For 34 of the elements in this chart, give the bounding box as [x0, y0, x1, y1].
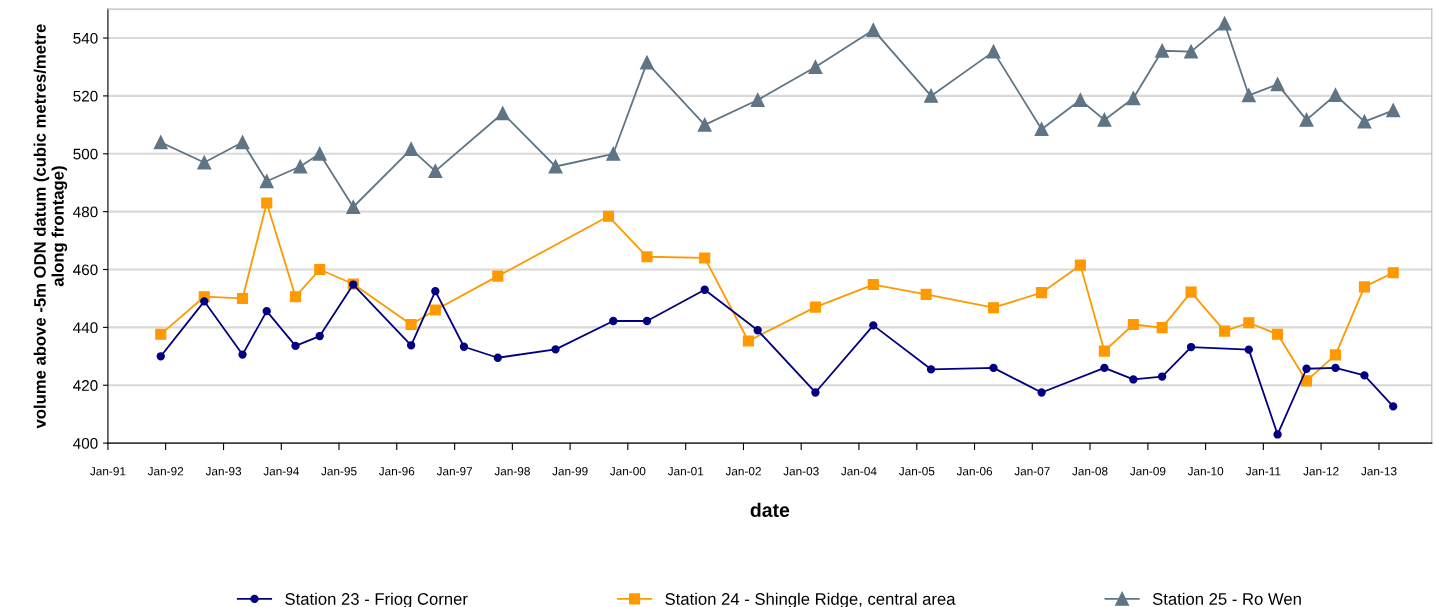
x-axis-title: date — [750, 502, 790, 518]
x-tick-label: Jan-00 — [609, 467, 646, 476]
x-tick-label: Jan-96 — [378, 467, 415, 476]
x-tick-label: Jan-95 — [321, 467, 357, 476]
x-tick-label: Jan-01 — [667, 467, 704, 476]
x-tick-label: Jan-93 — [205, 467, 242, 476]
legend-label: Station 25 - Ro Wen — [1152, 592, 1301, 605]
x-tick-label: Jan-98 — [494, 467, 530, 476]
y-tick-label: 440 — [73, 322, 98, 334]
y-tick-label: 540 — [73, 32, 98, 44]
x-tick-label: Jan-03 — [783, 467, 819, 476]
y-tick-label: 460 — [73, 264, 98, 276]
x-tick-label: Jan-11 — [1245, 467, 1281, 476]
x-tick-label: Jan-05 — [898, 467, 935, 476]
x-tick-label: Jan-12 — [1303, 467, 1339, 476]
y-axis-title: volume above -5m ODN datum (cubic metres/metre along frontage) — [33, 24, 68, 429]
x-tick-label: Jan-02 — [725, 467, 761, 476]
x-tick-label: Jan-09 — [1130, 467, 1166, 476]
x-tick-label: Jan-13 — [1361, 467, 1397, 476]
x-tick-label: Jan-08 — [1072, 467, 1108, 476]
y-tick-label: 420 — [73, 380, 98, 391]
x-tick-label: Jan-92 — [147, 467, 184, 476]
x-tick-label: Jan-04 — [841, 467, 877, 476]
x-tick-label: Jan-94 — [263, 467, 299, 476]
y-tick-label: 480 — [73, 206, 98, 218]
y-tick-label: 520 — [73, 90, 98, 102]
x-tick-label: Jan-10 — [1187, 467, 1224, 476]
x-tick-label: Jan-97 — [436, 467, 473, 476]
y-tick-label: 500 — [73, 148, 98, 160]
x-tick-label: Jan-06 — [956, 467, 993, 476]
x-tick-label: Jan-99 — [552, 467, 588, 476]
y-tick-label: 400 — [73, 437, 98, 449]
x-tick-label: Jan-07 — [1014, 467, 1050, 476]
x-tick-label: Jan-91 — [90, 467, 126, 476]
